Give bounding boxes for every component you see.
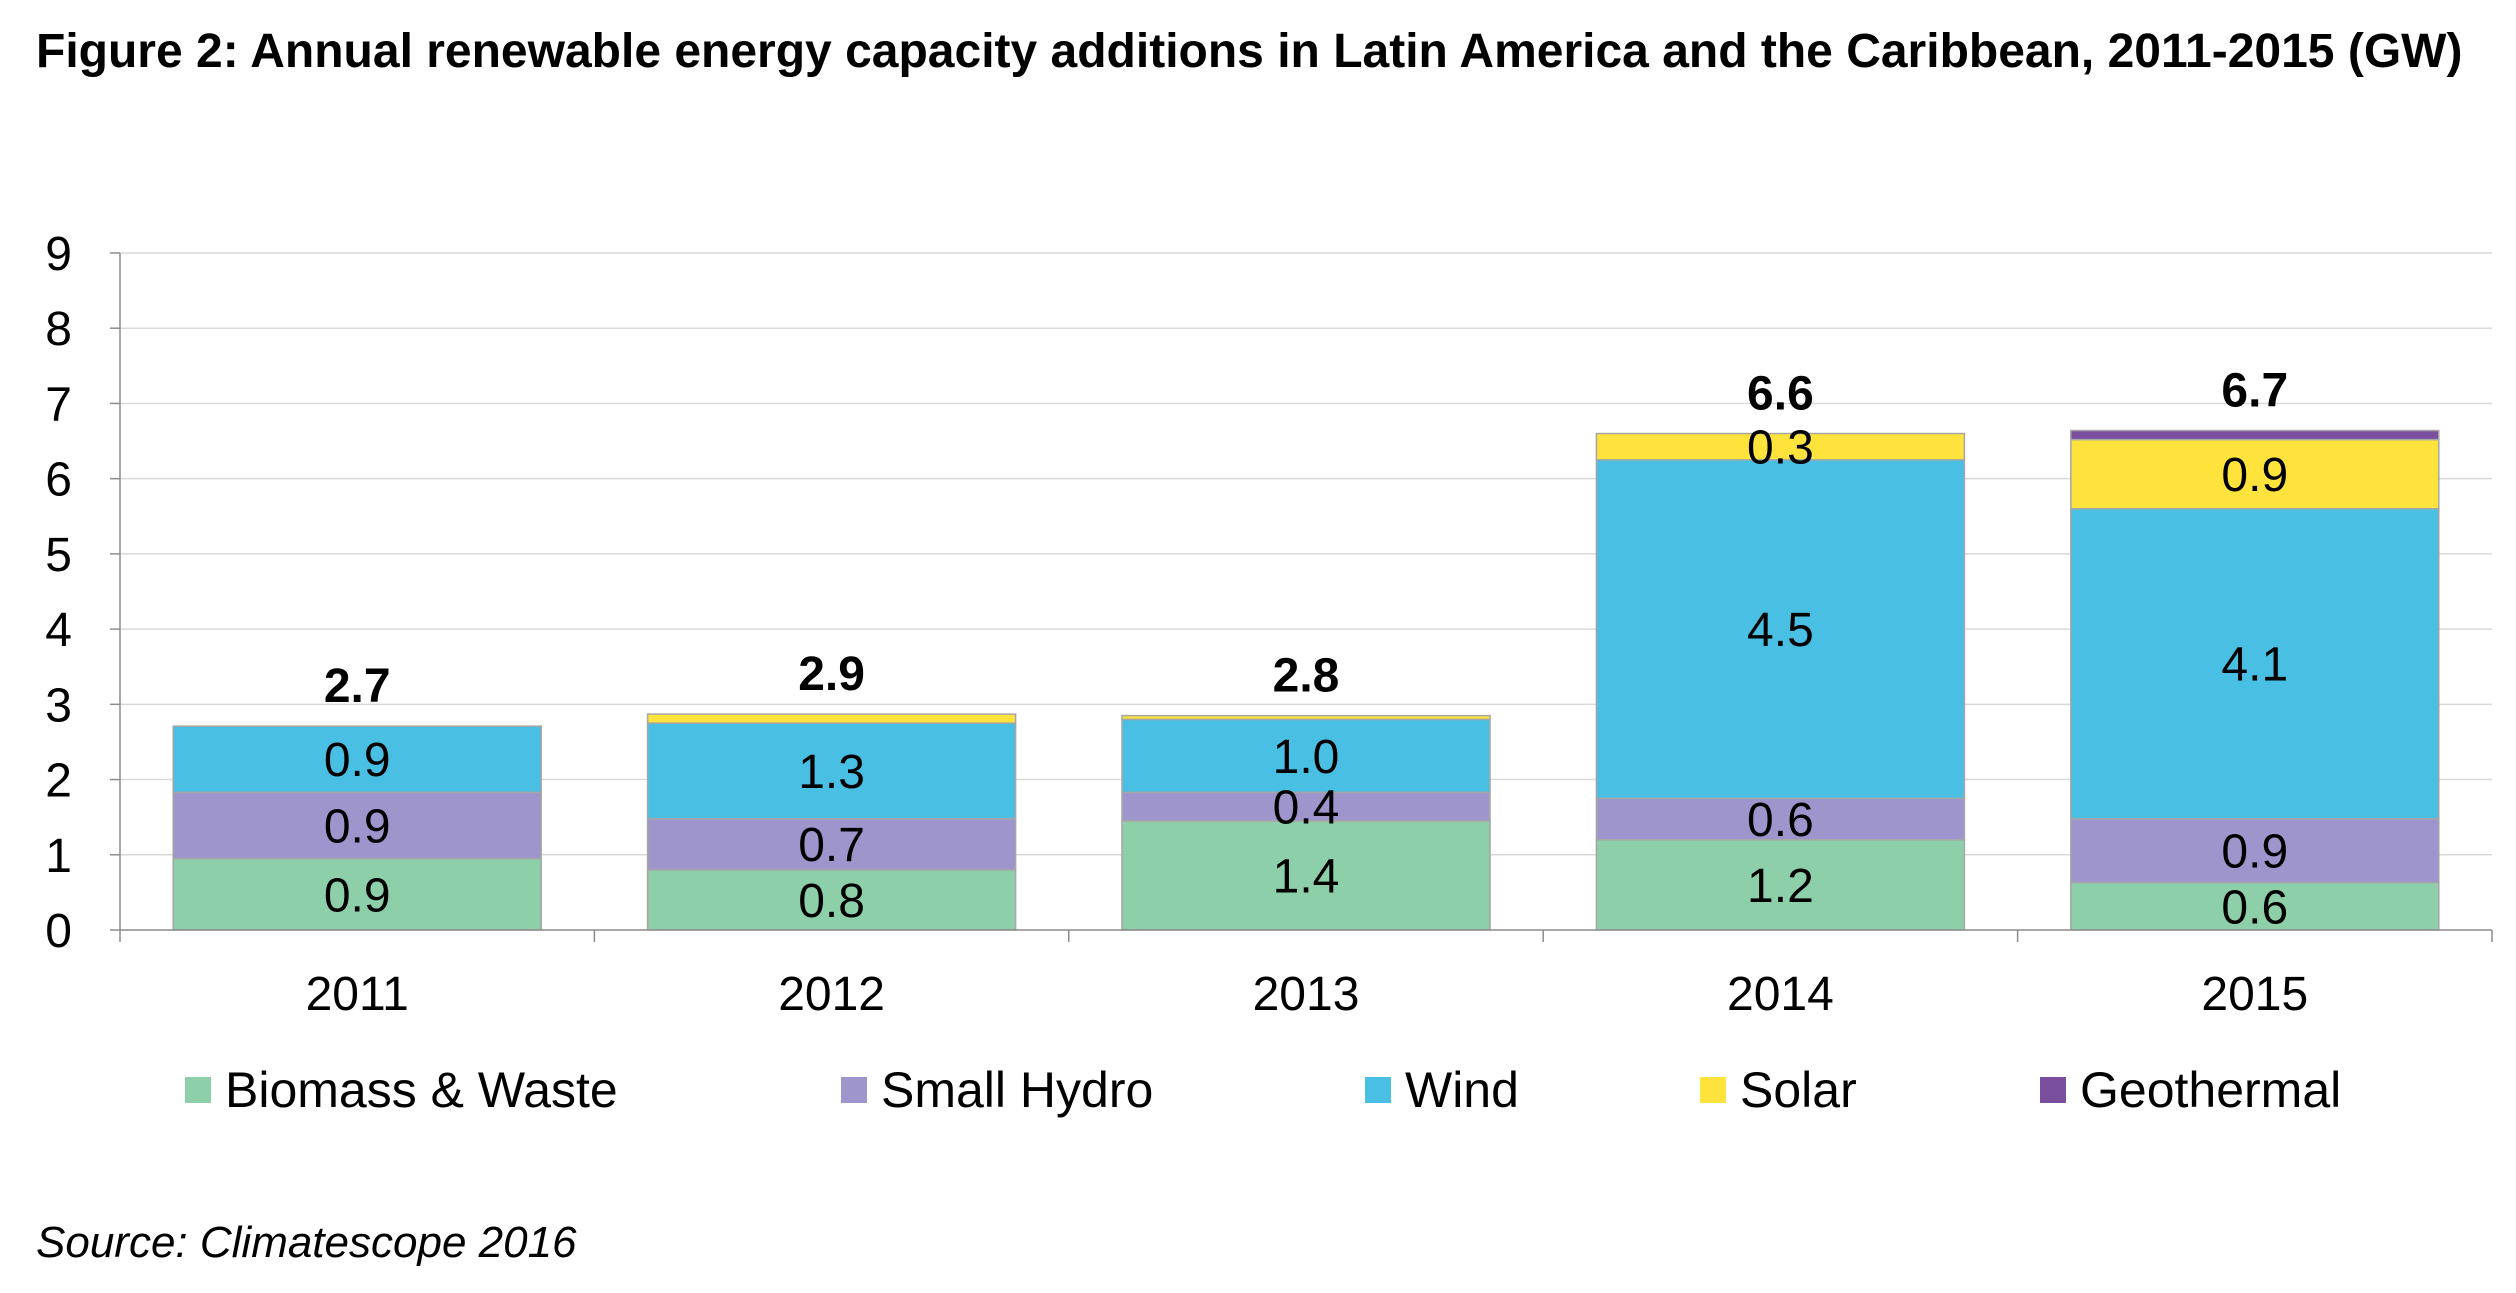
bar-segment — [2070, 881, 2440, 931]
x-tick-label: 2011 — [306, 968, 409, 1021]
bar-segment — [646, 817, 1017, 871]
data-label: 0.4 — [1273, 782, 1340, 835]
y-tick-label: 9 — [45, 228, 72, 281]
data-label: 0.9 — [324, 734, 391, 787]
legend-item-geothermal: Geothermal — [2040, 1055, 2341, 1125]
data-label: 0.3 — [1747, 422, 1814, 475]
bar-segment — [2070, 438, 2440, 510]
data-label: 0.9 — [2221, 826, 2288, 879]
x-tick-label: 2015 — [2201, 968, 2308, 1021]
bar-segment — [646, 713, 1017, 724]
x-tick-label: 2014 — [1727, 968, 1834, 1021]
x-tick-label: 2012 — [778, 968, 885, 1021]
total-label: 6.7 — [2221, 365, 2288, 418]
legend-swatch-wind — [1365, 1077, 1391, 1103]
total-label: 6.6 — [1747, 368, 1814, 421]
data-label: 1.0 — [1273, 731, 1340, 784]
legend-swatch-geothermal — [2040, 1077, 2066, 1103]
bar-segment — [1121, 791, 1491, 822]
bar-segment — [1595, 432, 1966, 461]
data-label: 0.6 — [1747, 794, 1814, 847]
y-tick-label: 8 — [45, 303, 72, 356]
data-labels: 0.9 0.9 0.9 2.7 0.80.7 1.3 2.9 1.4 0.41.0 2.8 1.2 0… — [324, 365, 2288, 935]
axes — [119, 253, 2493, 942]
bar-segment — [1121, 718, 1491, 794]
bar-segment — [1121, 820, 1491, 931]
legend-label-small-hydro: Small Hydro — [881, 1062, 1154, 1118]
data-label: 0.9 — [324, 869, 391, 922]
y-axis-ticks: 0 1 2 3 4 5 6 7 8 9 — [45, 228, 120, 958]
legend-item-biomass: Biomass & Waste — [185, 1055, 618, 1125]
y-tick-label: 1 — [45, 830, 72, 883]
chart-title: Figure 2: Annual renewable energy capaci… — [36, 25, 2463, 78]
data-label: 1.2 — [1747, 860, 1814, 913]
data-label: 0.8 — [798, 875, 865, 928]
bars — [172, 429, 2440, 931]
data-label: 4.5 — [1747, 604, 1814, 657]
legend-item-small-hydro: Small Hydro — [841, 1055, 1153, 1125]
bar-segment — [1595, 459, 1966, 800]
data-label: 1.3 — [798, 746, 865, 799]
legend-swatch-biomass — [185, 1077, 211, 1103]
y-tick-label: 5 — [45, 529, 72, 582]
bar-segment — [646, 722, 1017, 820]
legend-item-wind: Wind — [1365, 1055, 1519, 1125]
bar-segment — [2070, 508, 2440, 820]
legend-item-solar: Solar — [1700, 1055, 1857, 1125]
data-label: 0.9 — [324, 800, 391, 853]
y-tick-label: 0 — [45, 905, 72, 958]
legend-label-wind: Wind — [1405, 1062, 1519, 1118]
y-tick-label: 7 — [45, 378, 72, 431]
y-tick-label: 6 — [45, 454, 72, 507]
legend-label-biomass: Biomass & Waste — [225, 1062, 618, 1118]
legend-label-solar: Solar — [1740, 1062, 1857, 1118]
total-label: 2.8 — [1273, 650, 1340, 703]
data-label: 0.6 — [2221, 881, 2288, 934]
bar-segment — [2070, 429, 2440, 441]
bar-segment — [172, 791, 542, 860]
data-label: 4.1 — [2221, 639, 2288, 692]
total-label: 2.9 — [798, 648, 865, 701]
y-tick-label: 3 — [45, 679, 72, 732]
x-axis-ticks: 2011 2012 2013 2014 2015 — [306, 968, 2309, 1021]
data-label: 1.4 — [1273, 850, 1340, 903]
legend-swatch-solar — [1700, 1077, 1726, 1103]
bar-segment — [1121, 714, 1491, 721]
data-label: 0.7 — [798, 819, 865, 872]
legend: Biomass & Waste Small Hydro Wind Solar G… — [0, 1055, 2516, 1125]
legend-swatch-small-hydro — [841, 1077, 867, 1103]
y-tick-label: 4 — [45, 604, 72, 657]
data-label: 0.9 — [2221, 449, 2288, 502]
source-note: Source: Climatescope 2016 — [36, 1218, 577, 1267]
bar-segment — [2070, 817, 2440, 884]
x-tick-label: 2013 — [1253, 968, 1360, 1021]
legend-label-geothermal: Geothermal — [2080, 1062, 2342, 1118]
total-label: 2.7 — [324, 660, 391, 713]
bar-segment — [172, 725, 542, 794]
y-tick-label: 2 — [45, 755, 72, 808]
